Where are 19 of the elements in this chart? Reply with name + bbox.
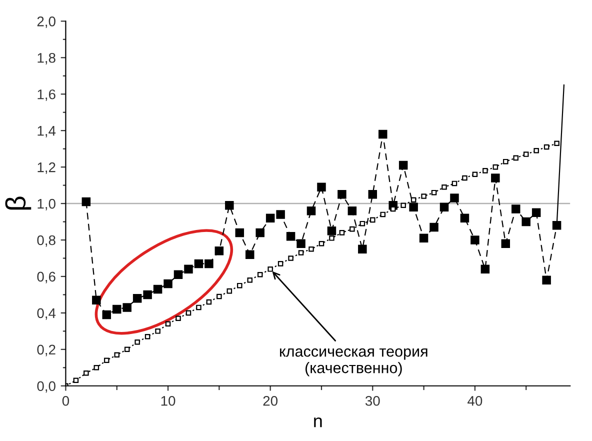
y-tick-label: 0,6	[37, 272, 56, 284]
y-tick-label: 1,2	[38, 162, 56, 174]
y-tick-label: 0,2	[37, 344, 56, 356]
y-tick-label: 1,4	[38, 126, 56, 138]
x-tick-label: 30	[365, 396, 380, 406]
y-tick-label: 0,8	[37, 235, 56, 247]
annotation: классическая теория (качественно)	[280, 348, 428, 376]
y-tick-label: 2,0	[37, 16, 56, 28]
y-tick-label: 1,6	[38, 89, 56, 101]
y-tick-label: 0,0	[37, 381, 56, 393]
y-tick-label: 0,4	[37, 308, 56, 320]
y-axis-title: β	[5, 196, 32, 210]
x-axis-title: n	[314, 417, 322, 428]
y-tick-label: 1,0	[38, 198, 56, 210]
x-tick-label: 40	[468, 396, 482, 406]
x-tick-label: 0	[62, 396, 70, 406]
x-tick-label: 20	[263, 396, 278, 406]
y-tick-label: 1,8	[38, 52, 56, 64]
x-tick-label: 10	[161, 396, 176, 406]
